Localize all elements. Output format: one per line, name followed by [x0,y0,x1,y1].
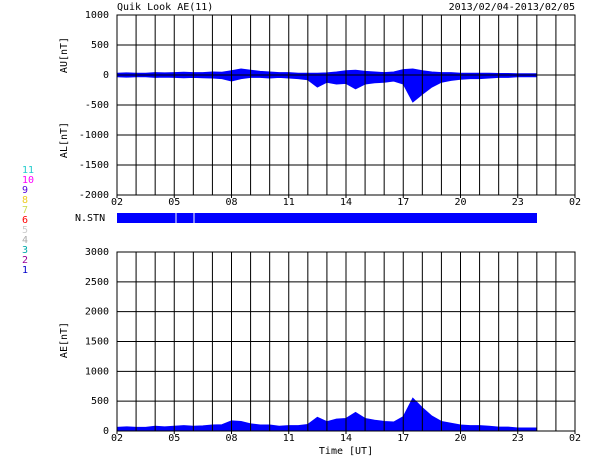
y-axis-label: AU[nT] [59,37,70,73]
x-tick-label: 17 [397,197,409,208]
x-tick-label: 08 [225,197,237,208]
x-tick-label: 14 [340,433,352,444]
station-legend: 2 [22,255,28,266]
y-tick-label: -1500 [79,160,109,171]
y-tick-label: 3000 [85,247,109,258]
station-legend: 3 [22,245,28,256]
x-tick-label: 11 [283,197,295,208]
x-tick-label: 08 [225,433,237,444]
y-tick-label: -500 [85,100,109,111]
y-tick-label: 0 [103,70,109,81]
station-legend: 9 [22,185,28,196]
x-tick-label: 20 [454,433,466,444]
x-tick-label: 02 [569,433,581,444]
x-tick-label: 02 [111,197,123,208]
date-range: 2013/02/04-2013/02/05 [449,2,575,13]
y-tick-label: 1000 [85,366,109,377]
x-tick-label: 02 [569,197,581,208]
y-tick-label: 1500 [85,337,109,348]
y-axis-label: AL[nT] [59,122,70,158]
x-tick-label: 02 [111,433,123,444]
x-axis-label: Time [UT] [319,446,373,457]
area-fill [117,398,537,431]
plot-frame [116,14,576,196]
y-tick-label: -1000 [79,130,109,141]
y-tick-label: 500 [91,396,109,407]
station-legend: 10 [22,175,34,186]
station-legend: 8 [22,195,28,206]
area-fill [117,69,537,75]
x-tick-label: 14 [340,197,352,208]
y-tick-label: 2500 [85,277,109,288]
y-tick-label: 2000 [85,307,109,318]
station-legend: 1 [22,265,28,276]
y-tick-label: 1000 [85,10,109,21]
x-tick-label: 05 [168,433,180,444]
station-label: N.STN [75,213,105,224]
station-legend: 5 [22,225,28,236]
x-tick-label: 05 [168,197,180,208]
x-tick-label: 17 [397,433,409,444]
x-tick-label: 20 [454,197,466,208]
x-tick-label: 23 [512,433,524,444]
station-legend: 6 [22,215,28,226]
plot-frame [116,251,576,432]
area-fill [117,75,537,102]
station-legend: 4 [22,235,28,246]
y-tick-label: -2000 [79,190,109,201]
y-axis-label: AE[nT] [59,322,70,358]
station-legend: 7 [22,205,28,216]
station-bar [117,213,537,223]
station-legend: 11 [22,165,34,176]
y-tick-label: 500 [91,40,109,51]
x-tick-label: 11 [283,433,295,444]
y-tick-label: 0 [103,426,109,437]
x-tick-label: 23 [512,197,524,208]
chart-title: Quik Look AE(11) [117,2,213,13]
